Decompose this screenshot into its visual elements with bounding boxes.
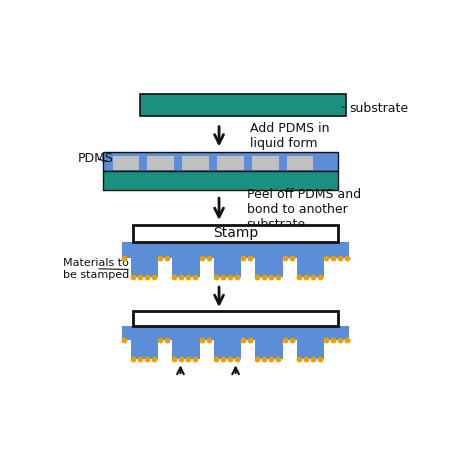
Bar [133, 225, 338, 242]
Bar [214, 340, 241, 359]
Bar [173, 258, 200, 277]
Text: substrate: substrate [342, 102, 409, 116]
Text: PDMS: PDMS [78, 152, 113, 165]
Text: Peel off PDMS and
bond to another
substrate: Peel off PDMS and bond to another substr… [246, 188, 361, 231]
Bar [103, 152, 338, 172]
Bar [297, 258, 325, 277]
Bar [112, 156, 139, 170]
Bar [255, 258, 283, 277]
Bar [287, 156, 313, 170]
Bar [131, 340, 158, 359]
Bar [214, 258, 241, 277]
Bar [297, 340, 325, 359]
Bar [255, 340, 283, 359]
Text: Add PDMS in
liquid form: Add PDMS in liquid form [250, 122, 330, 150]
Bar [217, 156, 244, 170]
Bar [122, 242, 349, 258]
Bar [147, 156, 174, 170]
Bar [182, 156, 209, 170]
Text: Materials to
be stamped: Materials to be stamped [63, 258, 129, 280]
Bar [252, 156, 279, 170]
Bar [131, 258, 158, 277]
Text: Stamp: Stamp [213, 226, 258, 240]
Bar [133, 311, 338, 326]
Bar [122, 326, 349, 340]
Bar [103, 172, 338, 190]
Bar [140, 93, 346, 116]
Bar [173, 340, 200, 359]
